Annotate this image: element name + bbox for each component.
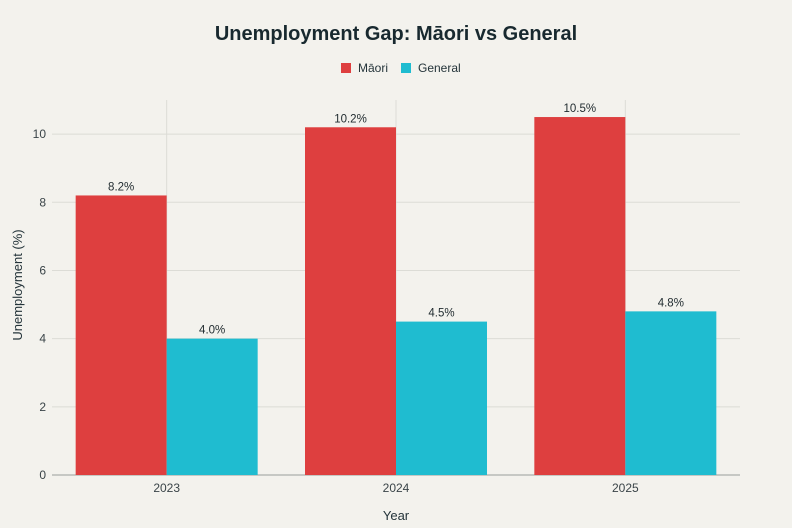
legend-swatch-maori (341, 63, 351, 73)
y-tick-label: 0 (39, 468, 46, 482)
legend-label-maori: Māori (358, 61, 388, 75)
bars (75, 117, 717, 476)
bar-maori-2025 (534, 117, 626, 475)
data-label: 8.2% (108, 181, 134, 193)
y-axis-title: Unemployment (%) (10, 229, 25, 340)
y-axis-ticks: 0 2 4 6 8 10 (33, 127, 47, 482)
bar-general-2023 (166, 338, 258, 475)
data-label: 4.5% (428, 308, 454, 320)
y-tick-label: 8 (39, 195, 46, 209)
y-tick-label: 4 (39, 332, 46, 346)
x-tick-label: 2024 (383, 481, 410, 495)
legend-swatch-general (401, 63, 411, 73)
bar-maori-2023 (75, 195, 167, 476)
data-label: 4.0% (199, 325, 225, 337)
data-label: 10.5% (564, 103, 597, 115)
x-axis-title: Year (383, 508, 410, 523)
x-tick-label: 2025 (612, 481, 639, 495)
data-label: 10.2% (334, 113, 367, 125)
legend-label-general: General (418, 61, 461, 75)
y-tick-label: 2 (39, 400, 46, 414)
data-label: 4.8% (658, 297, 684, 309)
legend: Māori General (341, 61, 461, 75)
x-axis-ticks: 2023 2024 2025 (153, 481, 639, 495)
x-tick-label: 2023 (153, 481, 180, 495)
y-tick-label: 6 (39, 263, 46, 277)
y-tick-label: 10 (33, 127, 47, 141)
data-labels: 8.2% 4.0% 10.2% 4.5% 10.5% 4.8% (108, 103, 684, 337)
bar-general-2024 (396, 321, 487, 475)
bar-maori-2024 (305, 127, 396, 475)
bar-general-2025 (625, 311, 717, 475)
chart-title: Unemployment Gap: Māori vs General (215, 23, 577, 45)
